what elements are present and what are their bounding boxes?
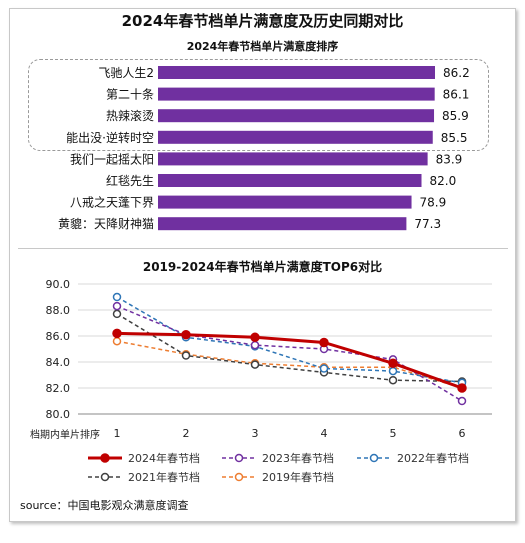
- bar: [158, 174, 422, 187]
- bar: [158, 217, 407, 231]
- x-tick-label: 5: [390, 427, 397, 440]
- bar-chart: 飞驰人生2 86.2 第二十条 86.1 热辣滚烫 85.9 能出没·逆转时空 85.5 我们一…: [58, 66, 470, 231]
- bar-category-label: 第二十条: [106, 88, 154, 102]
- bar-category-label: 能出没·逆转时空: [66, 130, 154, 145]
- bar: [158, 195, 412, 209]
- bar-value-label: 86.1: [443, 88, 470, 102]
- series-point: [388, 366, 398, 376]
- main-title: 2024年春节档单片满意度及历史同期对比: [121, 12, 404, 30]
- series-point: [457, 383, 467, 393]
- bar: [158, 130, 433, 144]
- series-point: [319, 337, 329, 348]
- legend-swatch-marker: [234, 472, 244, 482]
- bar-category-label: 我们一起摇太阳: [70, 151, 154, 166]
- bar-value-label: 85.9: [442, 109, 469, 123]
- bar-value-label: 82.0: [430, 174, 457, 188]
- bar-value-label: 77.3: [414, 217, 441, 231]
- line-chart-title: 2019-2024年春节档单片满意度TOP6对比: [142, 260, 383, 274]
- source-note: source：中国电影观众满意度调查: [20, 499, 189, 512]
- legend-swatch-marker: [100, 472, 110, 482]
- series-point: [319, 364, 329, 373]
- legend-swatch-marker: [100, 453, 110, 463]
- legend-label: 2023年春节档: [262, 451, 334, 465]
- bar-category-label: 黄貔：天降财神猫: [58, 217, 154, 231]
- x-tick-label: 4: [321, 427, 328, 440]
- bar: [158, 66, 435, 79]
- series-point: [388, 375, 398, 385]
- legend-label: 2022年春节档: [397, 451, 469, 465]
- series-line: [116, 305, 463, 402]
- x-tick-label: 2: [183, 427, 190, 440]
- series-point: [388, 358, 398, 369]
- legend-swatch-marker: [234, 453, 244, 463]
- legend-label: 2019年春节档: [262, 470, 334, 484]
- bar-chart-title: 2024年春节档单片满意度排序: [186, 40, 339, 53]
- bar: [158, 152, 428, 166]
- series-point: [250, 360, 260, 369]
- legend-swatch-marker: [369, 453, 379, 463]
- series-point: [112, 309, 122, 319]
- bar-category-label: 红毯先生: [106, 173, 154, 188]
- bar-category-label: 八戒之天蓬下界: [70, 196, 154, 210]
- section-divider: [18, 248, 508, 249]
- series-point: [181, 329, 191, 340]
- bar: [158, 109, 435, 123]
- legend-label: 2021年春节档: [128, 470, 200, 484]
- x-tick-label: 1: [114, 427, 121, 440]
- series-point: [250, 332, 260, 343]
- legend-label: 2024年春节档: [128, 451, 200, 465]
- series-point: [250, 340, 260, 350]
- bar-category-label: 飞驰人生2: [98, 66, 154, 80]
- bar-value-label: 83.9: [436, 152, 463, 166]
- x-tick-label: 6: [459, 427, 466, 440]
- x-tick-label: 3: [252, 427, 259, 440]
- x-axis-label: 档期内单片排序: [30, 428, 100, 441]
- series-point: [457, 396, 467, 406]
- y-tick-label: 86.0: [46, 330, 71, 343]
- series-line: [116, 331, 463, 390]
- bar-value-label: 86.2: [443, 66, 470, 80]
- y-tick-label: 80.0: [46, 408, 71, 421]
- series-point: [112, 292, 122, 302]
- y-tick-label: 88.0: [46, 304, 71, 317]
- series-point: [181, 351, 191, 360]
- bar: [158, 87, 435, 101]
- series-point: [112, 336, 122, 346]
- series-point: [112, 301, 122, 311]
- y-tick-label: 90.0: [46, 278, 71, 291]
- bar-value-label: 78.9: [420, 196, 447, 210]
- y-tick-label: 84.0: [46, 356, 71, 369]
- series-line: [116, 313, 463, 383]
- bar-category-label: 热辣滚烫: [106, 108, 154, 123]
- series-point: [112, 328, 122, 339]
- series-line: [116, 340, 463, 389]
- y-tick-label: 82.0: [46, 382, 71, 395]
- series-line: [116, 296, 463, 384]
- bar-value-label: 85.5: [441, 131, 468, 145]
- top-group-highlight-box: [28, 59, 489, 151]
